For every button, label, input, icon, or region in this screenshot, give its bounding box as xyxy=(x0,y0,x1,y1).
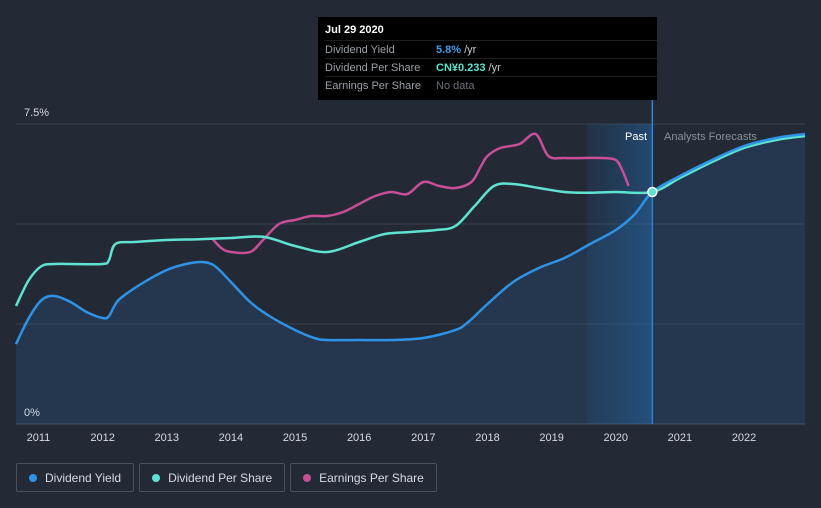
legend-item-dividend-per-share[interactable]: Dividend Per Share xyxy=(139,463,286,492)
legend-label: Earnings Per Share xyxy=(319,470,424,485)
tooltip-value: No data xyxy=(436,79,475,92)
tooltip-row-dividend-yield: Dividend Yield 5.8% /yr xyxy=(325,40,657,58)
past-label: Past xyxy=(625,131,647,143)
legend-item-dividend-yield[interactable]: Dividend Yield xyxy=(16,463,135,492)
legend-dot-icon xyxy=(303,473,312,482)
x-tick-label: 2015 xyxy=(283,432,307,444)
x-tick-label: 2021 xyxy=(668,432,692,444)
x-tick-label: 2011 xyxy=(27,432,51,444)
dividend-per-share-line xyxy=(14,134,806,307)
tooltip-label: Dividend Per Share xyxy=(325,61,421,74)
y-tick-label-top: 7.5% xyxy=(24,107,49,119)
legend-dot-icon xyxy=(29,473,37,482)
x-tick-label: 2012 xyxy=(90,432,114,444)
tooltip-value: CN¥0.233 xyxy=(436,61,486,74)
tooltip-value: 5.8% xyxy=(436,43,462,56)
tooltip-unit: /yr xyxy=(488,61,501,74)
tooltip-label: Dividend Yield xyxy=(325,43,395,56)
legend-item-earnings-per-share[interactable]: Earnings Per Share xyxy=(290,463,437,492)
legend-label: Dividend Yield xyxy=(45,470,122,485)
tooltip-unit: /yr xyxy=(464,43,477,56)
x-tick-label: 2014 xyxy=(219,432,243,444)
legend-dot-icon xyxy=(152,473,161,482)
past-region xyxy=(586,124,653,424)
analysts-forecasts-label: Analysts Forecasts xyxy=(664,131,757,143)
x-tick-label: 2017 xyxy=(411,432,435,444)
tooltip: Jul 29 2020 Dividend Yield 5.8% /yr Divi… xyxy=(318,17,657,100)
y-tick-label-bottom: 0% xyxy=(24,407,40,419)
tooltip-date: Jul 29 2020 xyxy=(325,24,384,36)
x-tick-label: 2016 xyxy=(347,432,371,444)
x-tick-label: 2018 xyxy=(475,432,499,444)
dividend-yield-line xyxy=(14,132,806,345)
tooltip-row-dividend-per-share: Dividend Per Share CN¥0.233 /yr xyxy=(325,58,657,76)
dividend-yield-area xyxy=(16,134,805,424)
hover-marker[interactable] xyxy=(647,186,658,198)
x-tick-label: 2020 xyxy=(604,432,628,444)
x-tick-label: 2019 xyxy=(539,432,563,444)
x-tick-label: 2013 xyxy=(155,432,179,444)
legend-label: Dividend Per Share xyxy=(168,470,273,485)
earnings-per-share-line xyxy=(210,132,630,255)
tooltip-row-earnings-per-share: Earnings Per Share No data xyxy=(325,76,657,94)
tooltip-label: Earnings Per Share xyxy=(325,79,421,92)
x-tick-label: 2022 xyxy=(732,432,756,444)
legend: Dividend Yield Dividend Per Share Earnin… xyxy=(16,463,437,492)
